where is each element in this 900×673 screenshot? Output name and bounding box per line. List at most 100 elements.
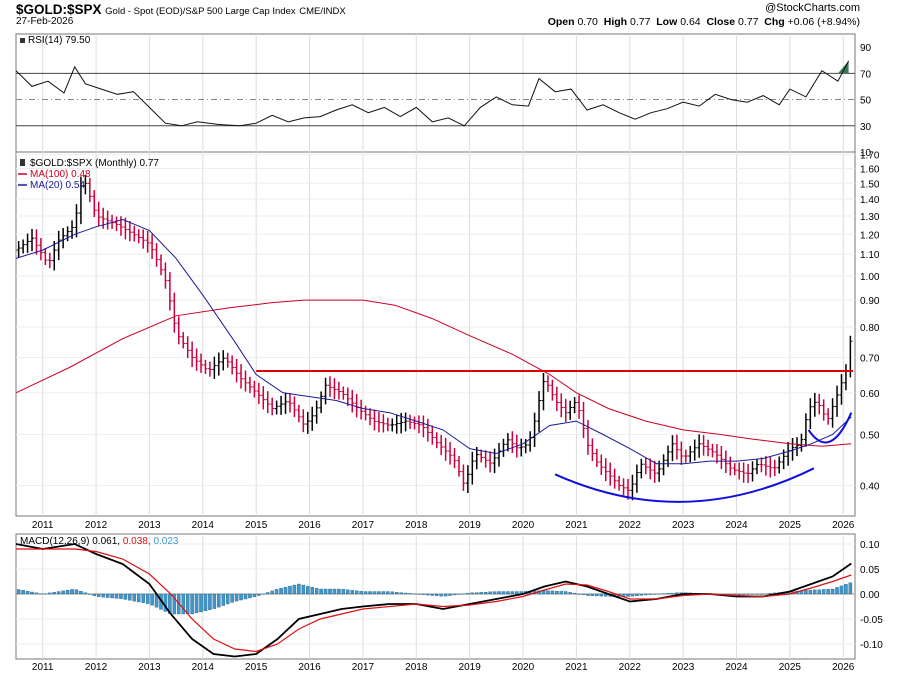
macd-histogram-bar	[105, 593, 110, 598]
macd-histogram-bar	[74, 589, 79, 595]
macd-histogram-bar	[332, 588, 337, 595]
price-legend-swatch	[20, 159, 25, 166]
open-label: Open	[547, 16, 575, 28]
low-label: Low	[656, 16, 678, 28]
ma20-line	[15, 218, 852, 465]
macd-histogram-bar	[759, 593, 764, 595]
macd-histogram-bar	[230, 593, 234, 603]
high-value: 0.77	[629, 16, 651, 28]
macd-legend-value: 0.061,	[92, 536, 123, 547]
price-x-tick-label: 2018	[405, 520, 428, 531]
macd-histogram-bar	[350, 590, 354, 595]
price-x-tick-label: 2012	[85, 520, 108, 531]
price-y-tick-label: 1.30	[860, 212, 880, 223]
macd-histogram-bar	[368, 591, 372, 595]
macd-histogram-bar	[292, 584, 297, 595]
macd-histogram-bar	[83, 592, 88, 595]
macd-histogram-bar	[123, 593, 128, 600]
macd-histogram-bar	[145, 593, 150, 604]
macd-histogram-bar	[466, 593, 470, 595]
macd-histogram-bar	[430, 593, 435, 596]
macd-histogram-bar	[590, 593, 595, 596]
macd-histogram-bar	[577, 593, 581, 595]
macd-y-tick-label: 0.00	[860, 590, 880, 601]
price-x-tick-label: 2023	[672, 520, 695, 531]
macd-histogram-bar	[128, 593, 132, 601]
rsi-line	[15, 60, 850, 127]
macd-histogram-bar	[114, 593, 119, 599]
macd-histogram-bar	[199, 593, 203, 613]
macd-histogram-bar	[746, 593, 750, 595]
close-label: Close	[706, 16, 736, 28]
macd-histogram-bar	[510, 591, 515, 595]
price-y-tick-label: 0.40	[860, 481, 880, 492]
macd-histogram-bar	[261, 593, 266, 595]
macd-histogram-bar	[737, 593, 741, 596]
macd-histogram-bar	[804, 590, 808, 595]
symbol-label: $GOLD:$SPX	[16, 2, 102, 17]
price-x-tick-label: 2021	[565, 520, 588, 531]
macd-histogram-bar	[56, 591, 61, 595]
macd-histogram-bar	[835, 587, 839, 595]
macd-histogram-bar	[826, 589, 830, 595]
macd-histogram-bar	[457, 593, 461, 595]
macd-histogram-bar	[830, 588, 835, 595]
price-y-tick-label: 0.60	[860, 389, 880, 400]
chart-header: $GOLD:$SPX Gold - Spot (EOD)/S&P 500 Lar…	[0, 0, 900, 34]
macd-histogram-bar	[323, 588, 328, 595]
macd-histogram-bar	[252, 593, 257, 598]
macd-histogram-bar	[372, 591, 377, 595]
macd-histogram-bar	[581, 593, 586, 595]
macd-histogram-bar	[288, 585, 292, 595]
macd-histogram-bar	[43, 593, 48, 595]
macd-x-tick-label: 2017	[352, 662, 375, 673]
close-value: 0.77	[737, 16, 759, 28]
macd-histogram-bar	[417, 593, 421, 595]
price-x-tick-label: 2016	[298, 520, 321, 531]
macd-legend-signal: 0.038,	[123, 536, 154, 547]
ohlc-readout: Open 0.70 High 0.77 Low 0.64 Close 0.77 …	[548, 16, 860, 28]
macd-histogram-bar	[515, 591, 519, 595]
macd-x-tick-label: 2024	[725, 662, 748, 673]
macd-histogram-bar	[768, 593, 773, 595]
macd-histogram-bar	[839, 585, 844, 595]
macd-histogram-bar	[661, 593, 666, 595]
macd-x-tick-label: 2011	[32, 662, 54, 673]
macd-x-tick-label: 2015	[245, 662, 268, 673]
price-x-tick-label: 2015	[245, 520, 268, 531]
macd-histogram-bar	[248, 593, 252, 599]
macd-histogram-bar	[479, 592, 483, 595]
macd-y-tick-label: 0.05	[860, 565, 880, 576]
macd-histogram-bar	[190, 593, 194, 615]
macd-histogram-bar	[595, 593, 599, 597]
macd-histogram-bar	[492, 591, 497, 595]
macd-histogram-bar	[426, 593, 430, 596]
macd-histogram-bar	[16, 589, 21, 595]
macd-histogram-bar	[635, 593, 639, 596]
macd-histogram-bar	[319, 588, 323, 595]
macd-histogram-bar	[501, 591, 506, 595]
macd-histogram-bar	[359, 591, 363, 595]
macd-x-tick-label: 2026	[832, 662, 855, 673]
macd-histogram-bar	[70, 589, 74, 595]
price-y-tick-label: 1.10	[860, 250, 880, 261]
macd-histogram-bar	[208, 593, 212, 610]
price-bars	[16, 175, 853, 501]
macd-histogram-bar	[52, 592, 56, 595]
macd-x-tick-label: 2025	[779, 662, 802, 673]
macd-histogram-bar	[328, 588, 332, 595]
macd-histogram-bar	[475, 592, 479, 595]
macd-histogram-bar	[270, 590, 274, 595]
macd-histogram-bar	[381, 591, 386, 595]
rsi-legend-swatch	[20, 38, 25, 43]
chg-value: +0.06 (+8.94%)	[787, 16, 860, 28]
price-x-tick-label: 2014	[192, 520, 215, 531]
rsi-y-tick-label: 30	[860, 122, 872, 133]
macd-histogram-bar	[221, 593, 226, 606]
macd-histogram-bar	[559, 591, 564, 595]
macd-histogram-bar	[88, 593, 92, 595]
cup-base-arc	[554, 467, 815, 503]
macd-histogram-bar	[666, 593, 670, 595]
macd-histogram-bar	[550, 590, 555, 595]
macd-histogram-bar	[119, 593, 123, 599]
